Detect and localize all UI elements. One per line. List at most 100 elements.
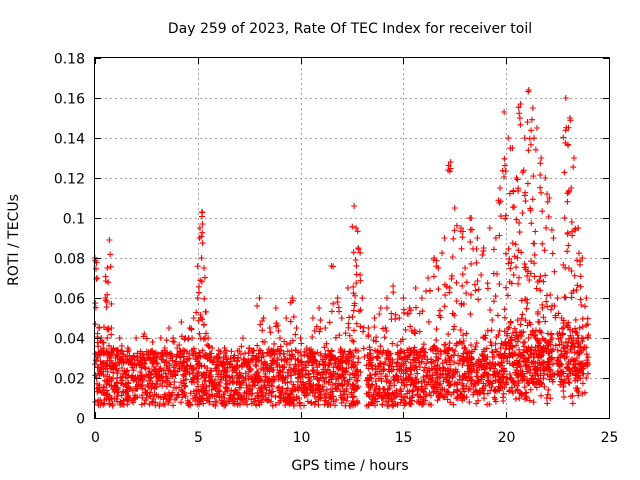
data-point-spike (346, 314, 353, 321)
data-point-spike (485, 371, 492, 378)
data-point-band (579, 338, 586, 345)
data-point-spike (519, 169, 526, 176)
data-point-band (523, 393, 529, 400)
data-point (106, 237, 113, 243)
data-point (384, 295, 390, 301)
data-point-spike (525, 147, 532, 154)
data-point-band (281, 364, 288, 371)
data-point-spike (220, 368, 227, 375)
data-point-band (420, 389, 427, 396)
data-point-band (555, 370, 562, 377)
data-point-spike (466, 349, 473, 355)
data-point-band (100, 401, 107, 408)
data-point (554, 295, 561, 301)
data-point-spike (317, 374, 324, 381)
data-point-band (537, 372, 544, 379)
data-point-band (251, 382, 258, 389)
data-point-spike (102, 278, 109, 284)
data-point-spike (468, 291, 474, 298)
data-point-band (371, 371, 378, 378)
data-point (277, 335, 283, 341)
data-point-spike (325, 362, 332, 369)
data-point-spike (572, 225, 579, 232)
data-point-band (277, 350, 284, 357)
data-point-spike (295, 349, 301, 356)
data-point-spike (489, 317, 496, 323)
data-point-band (439, 386, 446, 392)
data-point-spike (574, 282, 581, 289)
data-point-spike (433, 257, 440, 264)
data-point-spike (532, 370, 539, 377)
data-point-spike (167, 368, 174, 375)
data-point-spike (196, 330, 203, 337)
data-point-spike (522, 189, 529, 196)
data-point-spike (578, 360, 585, 367)
data-point-band (500, 394, 506, 401)
data-point-spike (473, 259, 480, 266)
data-point-band (437, 367, 444, 374)
data-point-band (151, 384, 158, 391)
data-point-band (167, 392, 174, 398)
data-point-spike (281, 338, 288, 345)
data-point-spike (467, 215, 473, 222)
data-point-band (406, 374, 413, 381)
data-point-band (460, 350, 467, 357)
data-point-spike (494, 369, 501, 376)
data-point-band (524, 380, 531, 387)
data-point-band (345, 380, 352, 387)
data-point-spike (193, 309, 200, 316)
data-point-spike (383, 327, 390, 334)
data-point-spike (516, 115, 523, 122)
data-point-spike (532, 360, 539, 367)
data-point-band (511, 381, 518, 388)
data-point-band (317, 350, 324, 357)
data-point-band (105, 396, 112, 403)
data-point-band (270, 366, 277, 373)
data-point-band (368, 400, 375, 406)
data-point-band (309, 362, 316, 369)
data-point-band (372, 395, 379, 402)
data-point-spike (509, 240, 516, 247)
data-point-spike (565, 265, 572, 272)
data-point-spike (373, 334, 380, 341)
data-point-band (145, 365, 152, 372)
data-point-spike (313, 323, 320, 330)
data-point-band (468, 368, 475, 375)
data-point-band (583, 351, 590, 358)
data-point-band (541, 370, 547, 377)
data-point-band (272, 393, 279, 400)
data-point-band (302, 383, 309, 390)
data-point-band (230, 400, 236, 407)
data-point-spike (134, 374, 141, 381)
data-point-band (343, 397, 350, 404)
data-point-band (119, 388, 126, 395)
data-point-band (563, 364, 570, 371)
data-point (196, 225, 203, 231)
data-point-spike (407, 323, 414, 330)
data-point-band (461, 370, 468, 377)
data-point-band (394, 359, 401, 366)
data-point-spike (453, 222, 460, 229)
data-point-band (560, 394, 567, 401)
data-point-band (196, 394, 203, 401)
data-point-spike (584, 315, 591, 322)
data-point-spike (439, 371, 446, 378)
data-point-spike (468, 342, 474, 349)
data-point-spike (363, 362, 370, 369)
data-point-spike (273, 323, 280, 330)
data-point-spike (275, 327, 282, 334)
data-point-spike (487, 307, 494, 313)
data-point-band (290, 353, 297, 360)
data-point-spike (448, 275, 455, 282)
data-point-band (398, 348, 405, 355)
data-point-band (329, 388, 336, 395)
data-point-spike (285, 373, 292, 380)
data-point-band (354, 385, 361, 392)
data-point-spike (332, 357, 339, 363)
data-point-spike (501, 174, 507, 180)
data-point-spike (431, 343, 438, 350)
data-point-band (101, 384, 107, 391)
data-point-band (376, 349, 383, 356)
data-point-spike (500, 353, 507, 360)
data-point-band (533, 384, 540, 391)
